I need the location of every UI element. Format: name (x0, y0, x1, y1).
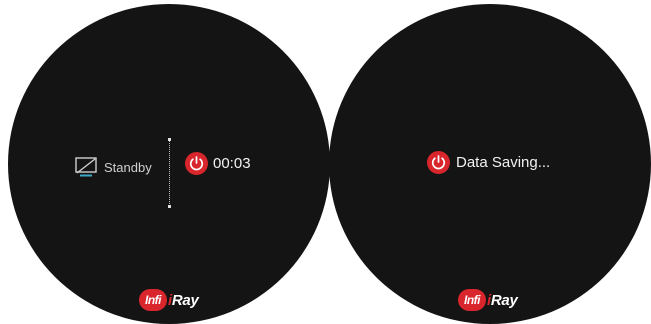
power-icon (185, 152, 208, 175)
infiray-logo: Infi iRay (139, 289, 199, 311)
data-saving-label: Data Saving... (456, 154, 551, 171)
screen-off-icon (75, 157, 97, 177)
option-divider (168, 138, 171, 208)
logo-badge: Infi (139, 289, 167, 311)
infiray-logo: Infi iRay (458, 289, 518, 311)
logo-badge: Infi (458, 289, 486, 311)
power-icon (427, 151, 450, 174)
standby-option[interactable]: Standby (74, 156, 152, 178)
right-eyepiece-screen: Data Saving... Infi iRay (329, 4, 651, 324)
countdown-timer: 00:03 (213, 155, 251, 172)
data-saving-status: Data Saving... (427, 151, 550, 174)
power-off-countdown[interactable]: 00:03 (185, 152, 251, 175)
logo-text: iRay (168, 291, 199, 309)
logo-text: iRay (487, 291, 518, 309)
standby-label: Standby (104, 159, 152, 175)
left-eyepiece-screen: Standby 00:03 Infi iRay (8, 4, 330, 324)
